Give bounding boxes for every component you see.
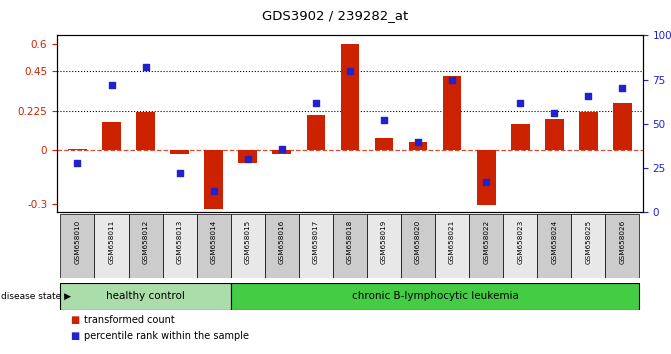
Bar — [511, 124, 529, 150]
Text: GSM658024: GSM658024 — [552, 219, 558, 263]
Bar — [60, 214, 95, 278]
Text: ■: ■ — [70, 331, 80, 341]
Bar — [265, 214, 299, 278]
Bar — [299, 214, 333, 278]
Text: GSM658021: GSM658021 — [449, 219, 455, 263]
Text: healthy control: healthy control — [106, 291, 185, 302]
Text: GSM658023: GSM658023 — [517, 219, 523, 263]
Point — [617, 86, 628, 91]
Bar — [374, 138, 393, 150]
Bar — [231, 214, 265, 278]
Text: GDS3902 / 239282_at: GDS3902 / 239282_at — [262, 9, 409, 22]
Point — [242, 156, 253, 162]
Bar — [205, 150, 223, 209]
Bar — [197, 214, 231, 278]
Bar — [613, 103, 632, 150]
Bar — [477, 150, 495, 205]
Point — [481, 179, 492, 185]
Bar — [571, 214, 605, 278]
Bar — [68, 149, 87, 150]
Bar — [469, 214, 503, 278]
Bar — [170, 150, 189, 154]
Bar — [537, 214, 571, 278]
Point — [106, 82, 117, 88]
Bar — [545, 119, 564, 150]
Text: GSM658016: GSM658016 — [279, 219, 285, 263]
Text: chronic B-lymphocytic leukemia: chronic B-lymphocytic leukemia — [352, 291, 519, 302]
Text: disease state ▶: disease state ▶ — [1, 292, 71, 301]
Text: GSM658013: GSM658013 — [176, 219, 183, 263]
Text: transformed count: transformed count — [84, 315, 174, 325]
Point — [447, 77, 458, 82]
Bar — [95, 214, 129, 278]
Bar — [333, 214, 367, 278]
Text: GSM658012: GSM658012 — [142, 219, 148, 263]
Point — [345, 68, 356, 74]
Bar — [231, 283, 639, 310]
Point — [515, 100, 525, 105]
Point — [549, 110, 560, 116]
Bar — [579, 112, 598, 150]
Text: GSM658018: GSM658018 — [347, 219, 353, 263]
Text: GSM658022: GSM658022 — [483, 219, 489, 263]
Text: GSM658020: GSM658020 — [415, 219, 421, 263]
Bar — [102, 122, 121, 150]
Point — [378, 118, 389, 123]
Point — [413, 139, 423, 144]
Bar — [238, 150, 257, 163]
Text: GSM658011: GSM658011 — [109, 219, 115, 263]
Bar — [443, 76, 462, 150]
Bar — [435, 214, 469, 278]
Text: percentile rank within the sample: percentile rank within the sample — [84, 331, 249, 341]
Point — [72, 160, 83, 166]
Point — [208, 188, 219, 194]
Text: ■: ■ — [70, 315, 80, 325]
Bar — [129, 214, 162, 278]
Point — [140, 64, 151, 70]
Text: GSM658015: GSM658015 — [245, 219, 251, 263]
Bar — [136, 112, 155, 150]
Text: GSM658017: GSM658017 — [313, 219, 319, 263]
Text: GSM658010: GSM658010 — [74, 219, 81, 263]
Bar — [60, 283, 231, 310]
Text: GSM658014: GSM658014 — [211, 219, 217, 263]
Point — [276, 146, 287, 152]
Bar — [307, 115, 325, 150]
Bar — [401, 214, 435, 278]
Bar — [341, 44, 359, 150]
Point — [311, 100, 321, 105]
Bar — [162, 214, 197, 278]
Text: GSM658019: GSM658019 — [381, 219, 387, 263]
Bar — [409, 142, 427, 150]
Text: GSM658026: GSM658026 — [619, 219, 625, 263]
Point — [174, 171, 185, 176]
Bar — [272, 150, 291, 154]
Bar — [605, 214, 639, 278]
Text: GSM658025: GSM658025 — [585, 219, 591, 263]
Bar — [367, 214, 401, 278]
Point — [583, 93, 594, 98]
Bar — [503, 214, 537, 278]
